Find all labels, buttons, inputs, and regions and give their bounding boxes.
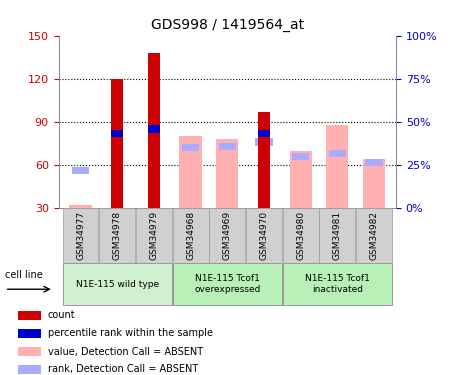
Text: GSM34979: GSM34979 [149, 211, 158, 260]
Text: cell line: cell line [4, 270, 42, 280]
Text: GSM34982: GSM34982 [369, 211, 378, 260]
Bar [216, 139, 239, 208]
Text: N1E-115 Tcof1
inactivated: N1E-115 Tcof1 inactivated [305, 274, 370, 294]
Text: GSM34978: GSM34978 [112, 211, 122, 260]
FancyBboxPatch shape [209, 208, 245, 262]
Bar [111, 130, 123, 137]
Bar [289, 151, 312, 208]
Bar [18, 347, 41, 356]
FancyBboxPatch shape [356, 208, 392, 262]
FancyBboxPatch shape [99, 208, 135, 262]
FancyBboxPatch shape [63, 208, 99, 262]
Bar [255, 138, 273, 146]
Bar [18, 329, 41, 338]
Bar [258, 130, 270, 137]
Bar [258, 112, 270, 208]
Text: percentile rank within the sample: percentile rank within the sample [48, 328, 213, 339]
FancyBboxPatch shape [136, 208, 172, 262]
Bar [148, 126, 160, 133]
Bar [326, 125, 348, 208]
Bar [111, 79, 123, 208]
Bar [182, 144, 199, 152]
Text: GSM34968: GSM34968 [186, 211, 195, 260]
Text: GSM34977: GSM34977 [76, 211, 85, 260]
Bar [180, 136, 202, 208]
Title: GDS998 / 1419564_at: GDS998 / 1419564_at [151, 18, 304, 32]
Text: count: count [48, 310, 76, 320]
Bar [72, 167, 89, 174]
Bar [18, 365, 41, 374]
FancyBboxPatch shape [173, 208, 208, 262]
Bar [363, 159, 385, 208]
Text: GSM34970: GSM34970 [260, 211, 269, 260]
Bar [292, 153, 309, 160]
Text: N1E-115 Tcof1
overexpressed: N1E-115 Tcof1 overexpressed [194, 274, 261, 294]
Bar [148, 53, 160, 208]
Text: GSM34981: GSM34981 [333, 211, 342, 260]
Text: GSM34980: GSM34980 [296, 211, 305, 260]
FancyBboxPatch shape [320, 208, 356, 262]
Bar [69, 205, 92, 208]
Bar [18, 311, 41, 320]
Bar [219, 143, 236, 150]
FancyBboxPatch shape [283, 208, 319, 262]
FancyBboxPatch shape [283, 263, 392, 305]
FancyBboxPatch shape [173, 263, 282, 305]
Text: rank, Detection Call = ABSENT: rank, Detection Call = ABSENT [48, 364, 198, 374]
FancyBboxPatch shape [246, 208, 282, 262]
Text: value, Detection Call = ABSENT: value, Detection Call = ABSENT [48, 347, 203, 357]
Bar [365, 159, 382, 166]
FancyBboxPatch shape [63, 263, 172, 305]
Bar [329, 150, 346, 157]
Text: N1E-115 wild type: N1E-115 wild type [76, 280, 159, 289]
Text: GSM34969: GSM34969 [223, 211, 232, 260]
